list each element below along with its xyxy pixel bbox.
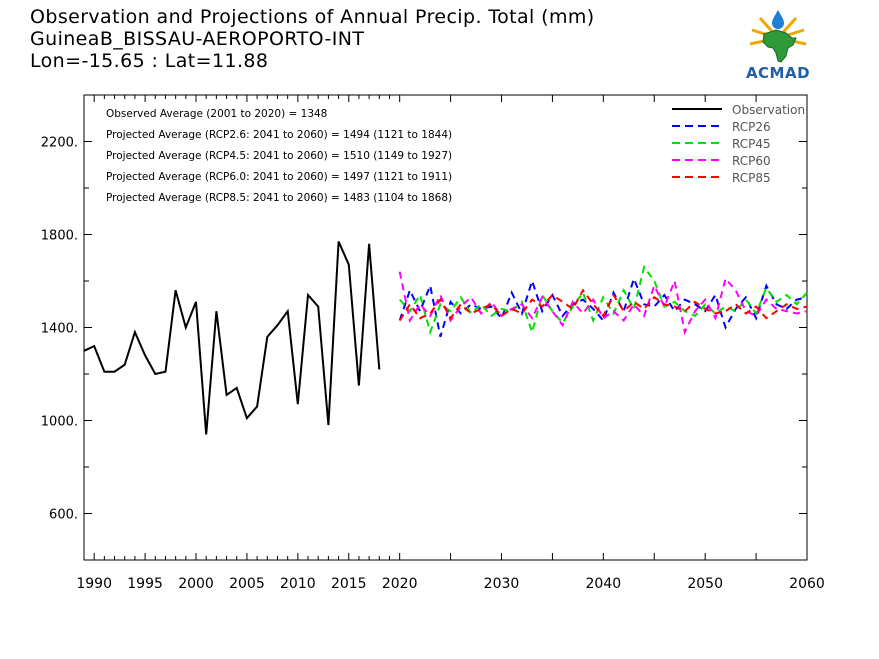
x-tick-label: 2010 <box>280 576 316 592</box>
y-tick-label: 1000. <box>41 415 78 430</box>
station-name: GuineaB_BISSAU-AEROPORTO-INT <box>30 28 365 50</box>
annotation-line: Projected Average (RCP8.5: 2041 to 2060)… <box>106 192 452 204</box>
y-tick-label: 600. <box>49 508 78 523</box>
x-tick-label: 1995 <box>127 576 163 592</box>
x-tick-label: 2060 <box>789 576 825 592</box>
chart-title: Observation and Projections of Annual Pr… <box>30 6 595 28</box>
title-block: Observation and Projections of Annual Pr… <box>30 6 595 72</box>
x-tick-label: 2040 <box>586 576 622 592</box>
series-line-rcp60 <box>398 271 808 336</box>
legend-label-rcp45: RCP45 <box>732 137 771 151</box>
y-tick-label: 1800. <box>41 229 78 244</box>
logo-text: ACMAD <box>745 64 811 82</box>
legend-label-rcp26: RCP26 <box>732 120 771 134</box>
acmad-logo: ACMAD <box>738 8 818 84</box>
legend-label-rcp85: RCP85 <box>732 171 771 185</box>
x-tick-label: 2000 <box>178 576 214 592</box>
annotation-line: Projected Average (RCP4.5: 2041 to 2060)… <box>106 150 452 162</box>
x-tick-label: 2005 <box>229 576 265 592</box>
plot-frame <box>83 94 808 561</box>
x-tick-label: 2015 <box>331 576 367 592</box>
station-coordinates: Lon=-15.65 : Lat=11.88 <box>30 50 269 72</box>
x-tick-label: 2020 <box>382 576 418 592</box>
series-line-rcp85 <box>398 288 808 322</box>
series-line-rcp45 <box>398 264 808 336</box>
annotation-line: Observed Average (2001 to 2020) = 1348 <box>106 108 327 120</box>
x-tick-label: 2050 <box>687 576 723 592</box>
annotation-line: Projected Average (RCP2.6: 2041 to 2060)… <box>106 129 452 141</box>
africa-map-logo-icon <box>749 10 807 63</box>
annotation-line: Projected Average (RCP6.0: 2041 to 2060)… <box>106 171 452 183</box>
legend-label-rcp60: RCP60 <box>732 154 771 168</box>
legend-label-observation: Observation <box>732 103 805 117</box>
x-tick-label: 2030 <box>484 576 520 592</box>
x-tick-label: 1990 <box>76 576 112 592</box>
y-tick-label: 2200. <box>41 136 78 151</box>
series-line-rcp26 <box>398 275 808 338</box>
series-line-observation <box>83 241 381 435</box>
y-tick-label: 1400. <box>41 322 78 337</box>
